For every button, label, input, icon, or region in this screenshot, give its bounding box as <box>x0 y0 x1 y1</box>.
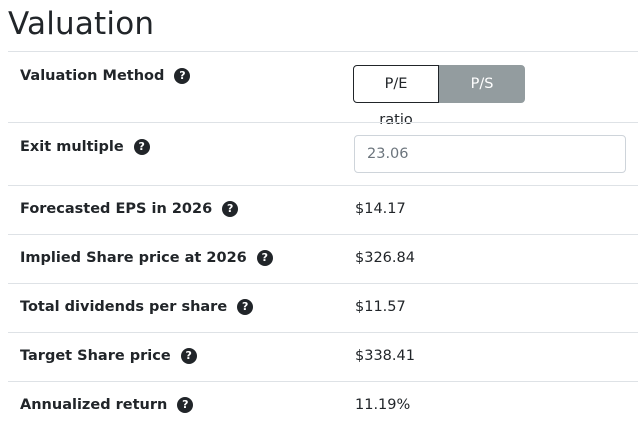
row-label-container: Implied Share price at 2026 ? <box>20 250 273 266</box>
row-exit-multiple: Exit multiple ? 23.06 <box>8 122 638 185</box>
row-annualized-return: Annualized return ? 11.19% <box>8 381 638 431</box>
row-label-container: Total dividends per share ? <box>20 299 253 315</box>
forecasted-eps-label: Forecasted EPS in 2026 <box>20 201 212 217</box>
valuation-method-toggle: P/E ratio P/S ratio <box>353 65 525 103</box>
help-icon[interactable]: ? <box>257 250 273 266</box>
target-share-price-label: Target Share price <box>20 348 171 364</box>
row-forecasted-eps: Forecasted EPS in 2026 ? $14.17 <box>8 185 638 234</box>
row-label-container: Valuation Method ? <box>20 68 190 84</box>
total-dividends-label: Total dividends per share <box>20 299 227 315</box>
forecasted-eps-value: $14.17 <box>355 201 406 217</box>
target-share-price-value: $338.41 <box>355 348 415 364</box>
page-title: Valuation <box>8 4 154 44</box>
row-implied-share-price: Implied Share price at 2026 ? $326.84 <box>8 234 638 283</box>
row-target-share-price: Target Share price ? $338.41 <box>8 332 638 381</box>
pe-ratio-button[interactable]: P/E ratio <box>353 65 439 103</box>
row-valuation-method: Valuation Method ? P/E ratio P/S ratio <box>8 51 638 122</box>
row-label-container: Target Share price ? <box>20 348 197 364</box>
exit-multiple-label: Exit multiple <box>20 139 124 155</box>
help-icon[interactable]: ? <box>181 348 197 364</box>
exit-multiple-input[interactable]: 23.06 <box>354 135 626 173</box>
row-label-container: Annualized return ? <box>20 397 193 413</box>
ps-ratio-button[interactable]: P/S ratio <box>439 65 525 103</box>
annualized-return-value: 11.19% <box>355 397 410 413</box>
implied-share-price-label: Implied Share price at 2026 <box>20 250 247 266</box>
help-icon[interactable]: ? <box>174 68 190 84</box>
help-icon[interactable]: ? <box>134 139 150 155</box>
implied-share-price-value: $326.84 <box>355 250 415 266</box>
annualized-return-label: Annualized return <box>20 397 167 413</box>
help-icon[interactable]: ? <box>177 397 193 413</box>
help-icon[interactable]: ? <box>222 201 238 217</box>
row-label-container: Forecasted EPS in 2026 ? <box>20 201 238 217</box>
help-icon[interactable]: ? <box>237 299 253 315</box>
valuation-table: Valuation Method ? P/E ratio P/S ratio E… <box>8 51 638 431</box>
row-total-dividends: Total dividends per share ? $11.57 <box>8 283 638 332</box>
row-label-container: Exit multiple ? <box>20 139 150 155</box>
valuation-method-label: Valuation Method <box>20 68 164 84</box>
total-dividends-value: $11.57 <box>355 299 406 315</box>
